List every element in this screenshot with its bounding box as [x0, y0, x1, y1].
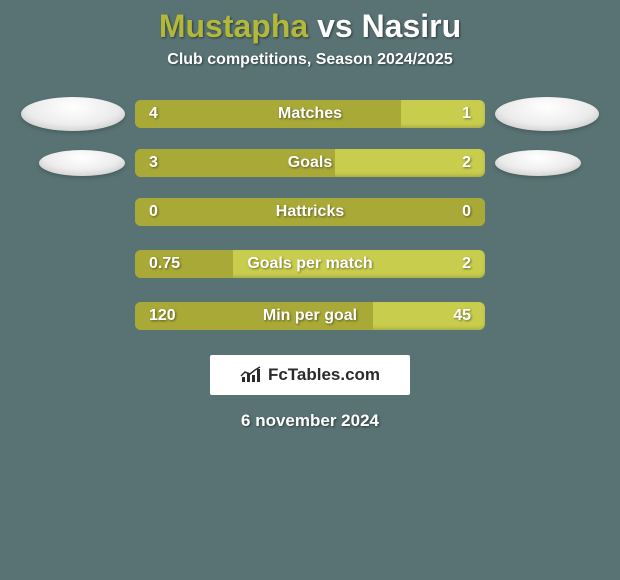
stat-row: 0.75 Goals per match 2 [0, 247, 620, 281]
stat-label: Matches [278, 105, 342, 123]
bar-seg-left [135, 100, 401, 128]
stat-value-right: 2 [462, 154, 471, 172]
stat-value-right: 2 [462, 255, 471, 273]
stat-bar: 4 Matches 1 [135, 100, 485, 128]
player-right-avatar [495, 97, 599, 131]
subtitle: Club competitions, Season 2024/2025 [167, 51, 452, 69]
stat-bar: 0 Hattricks 0 [135, 198, 485, 226]
stat-row: 120 Min per goal 45 [0, 299, 620, 333]
stat-row: 4 Matches 1 [0, 97, 620, 131]
stat-row: 0 Hattricks 0 [0, 195, 620, 229]
chart-icon [240, 366, 262, 384]
site-logo: FcTables.com [210, 355, 410, 395]
player-right-avatar [495, 150, 581, 176]
stat-label: Hattricks [276, 203, 344, 221]
stat-label: Min per goal [263, 307, 357, 325]
page-title: Mustapha vs Nasiru [159, 8, 461, 45]
stat-value-right: 0 [462, 203, 471, 221]
stat-value-right: 45 [453, 307, 471, 325]
stat-label: Goals [288, 154, 332, 172]
stats-rows: 4 Matches 1 3 Goals 2 0 Hattricks 0 0.75 Goals per… [0, 97, 620, 333]
player-left-avatar [39, 150, 125, 176]
logo-text: FcTables.com [268, 365, 380, 385]
stat-bar: 0.75 Goals per match 2 [135, 250, 485, 278]
date: 6 november 2024 [241, 411, 379, 431]
stat-bar: 3 Goals 2 [135, 149, 485, 177]
stat-row: 3 Goals 2 [0, 149, 620, 177]
stat-value-left: 0.75 [149, 255, 180, 273]
player-left-avatar [21, 97, 125, 131]
comparison-infographic: Mustapha vs Nasiru Club competitions, Se… [0, 0, 620, 580]
vs-separator: vs [317, 8, 361, 44]
stat-value-left: 4 [149, 105, 158, 123]
stat-value-left: 0 [149, 203, 158, 221]
player-left-name: Mustapha [159, 8, 308, 44]
stat-bar: 120 Min per goal 45 [135, 302, 485, 330]
stat-label: Goals per match [247, 255, 372, 273]
player-right-name: Nasiru [362, 8, 462, 44]
stat-value-right: 1 [462, 105, 471, 123]
stat-value-left: 3 [149, 154, 158, 172]
stat-value-left: 120 [149, 307, 176, 325]
